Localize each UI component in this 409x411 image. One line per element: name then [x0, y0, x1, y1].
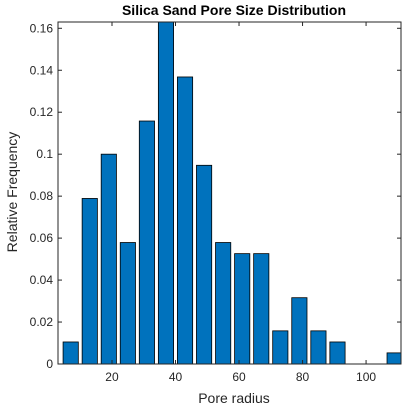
bar	[387, 353, 402, 364]
bar	[82, 198, 97, 364]
chart-title: Silica Sand Pore Size Distribution	[122, 2, 346, 18]
y-axis-label: Relative Frequency	[4, 132, 20, 253]
bar	[216, 243, 231, 364]
bar	[120, 243, 135, 364]
bar	[273, 331, 288, 364]
y-tick-label: 0.12	[30, 105, 54, 119]
bar	[292, 298, 307, 364]
bar	[139, 121, 154, 364]
bar	[63, 342, 78, 364]
y-tick-label: 0.08	[30, 189, 54, 203]
bar	[101, 154, 116, 364]
bar	[196, 165, 211, 364]
bar	[235, 254, 250, 364]
y-tick-label: 0.14	[30, 63, 54, 77]
plot-area: 0 0.02 0.04 0.06 0.08 0.1 0.12 0.14 0.16 20 40 60 80…	[30, 21, 403, 384]
x-tick-label: 100	[356, 370, 376, 384]
x-tick-label: 80	[296, 370, 310, 384]
x-tick-label: 20	[105, 370, 119, 384]
x-axis-label: Pore radius	[198, 390, 270, 406]
bar	[311, 331, 326, 364]
y-tick-label: 0	[46, 357, 53, 371]
bars	[63, 22, 402, 364]
y-tick-label: 0.02	[30, 315, 54, 329]
x-tick-label: 60	[232, 370, 246, 384]
bar	[177, 77, 192, 364]
bar	[158, 22, 173, 364]
y-tick-label: 0.1	[36, 147, 53, 161]
bar	[330, 342, 345, 364]
x-tick-label: 40	[169, 370, 183, 384]
y-tick-label: 0.06	[30, 231, 54, 245]
y-tick-label: 0.16	[30, 21, 54, 35]
bar	[254, 254, 269, 364]
y-tick-label: 0.04	[30, 273, 54, 287]
